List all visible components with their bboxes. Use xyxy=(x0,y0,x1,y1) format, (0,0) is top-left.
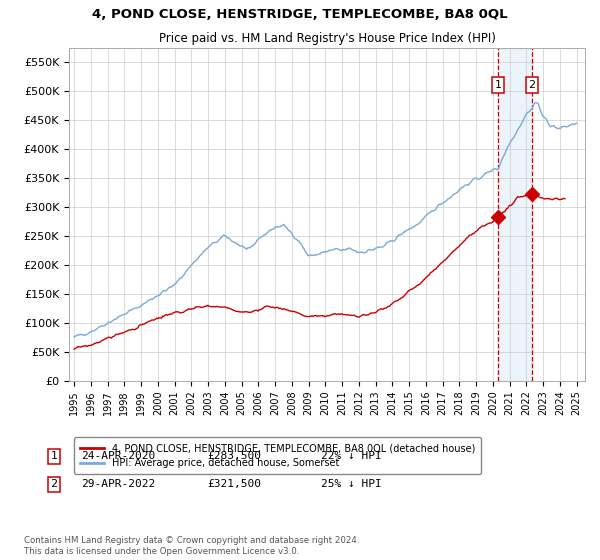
Title: Price paid vs. HM Land Registry's House Price Index (HPI): Price paid vs. HM Land Registry's House … xyxy=(158,32,496,45)
Text: 25% ↓ HPI: 25% ↓ HPI xyxy=(321,479,382,489)
Legend: 4, POND CLOSE, HENSTRIDGE, TEMPLECOMBE, BA8 0QL (detached house), HPI: Average p: 4, POND CLOSE, HENSTRIDGE, TEMPLECOMBE, … xyxy=(74,437,481,474)
Text: 4, POND CLOSE, HENSTRIDGE, TEMPLECOMBE, BA8 0QL: 4, POND CLOSE, HENSTRIDGE, TEMPLECOMBE, … xyxy=(92,8,508,21)
Text: £283,500: £283,500 xyxy=(207,451,261,461)
Bar xyxy=(498,48,532,381)
Text: 2: 2 xyxy=(50,479,58,489)
Text: 1: 1 xyxy=(50,451,58,461)
Text: £321,500: £321,500 xyxy=(207,479,261,489)
Text: 22% ↓ HPI: 22% ↓ HPI xyxy=(321,451,382,461)
Text: 1: 1 xyxy=(494,80,502,90)
Text: Contains HM Land Registry data © Crown copyright and database right 2024.
This d: Contains HM Land Registry data © Crown c… xyxy=(24,536,359,556)
Text: 2: 2 xyxy=(529,80,535,90)
Text: 24-APR-2020: 24-APR-2020 xyxy=(81,451,155,461)
Text: 29-APR-2022: 29-APR-2022 xyxy=(81,479,155,489)
